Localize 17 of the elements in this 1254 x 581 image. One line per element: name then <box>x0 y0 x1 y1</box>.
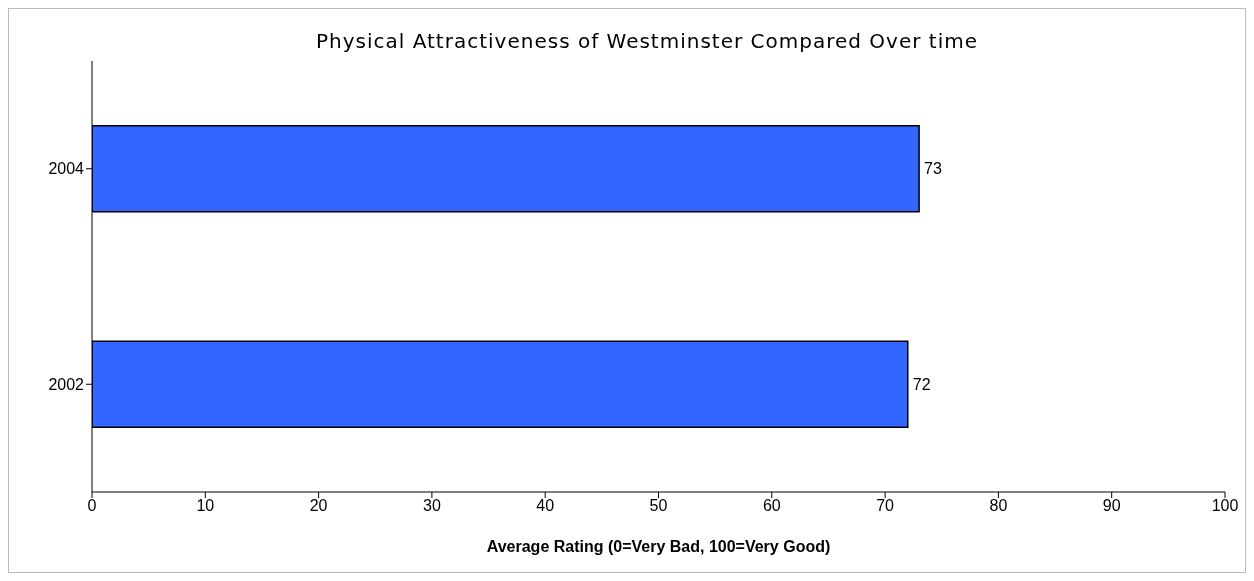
data-label: 73 <box>924 160 942 178</box>
x-axis-title: Average Rating (0=Very Bad, 100=Very Good) <box>486 538 831 555</box>
x-tick-label: 60 <box>762 497 781 515</box>
x-tick-label: 90 <box>1102 497 1121 515</box>
x-tick-label: 80 <box>989 497 1008 515</box>
x-tick-label: 70 <box>876 497 895 515</box>
x-tick-label: 30 <box>423 497 441 515</box>
x-tick-label: 100 <box>1211 497 1239 515</box>
x-tick-label: 10 <box>196 497 215 515</box>
x-tick-label: 20 <box>309 497 328 515</box>
x-tick-label: 40 <box>536 497 555 515</box>
data-label: 72 <box>912 375 931 393</box>
chart-title: Physical Attractiveness of Westminster Compared Over time <box>315 28 979 53</box>
x-tick-label: 0 <box>87 497 97 515</box>
y-tick-label: 2004 <box>48 160 85 178</box>
x-tick-label: 50 <box>649 497 668 515</box>
y-tick-label: 2002 <box>48 375 85 393</box>
